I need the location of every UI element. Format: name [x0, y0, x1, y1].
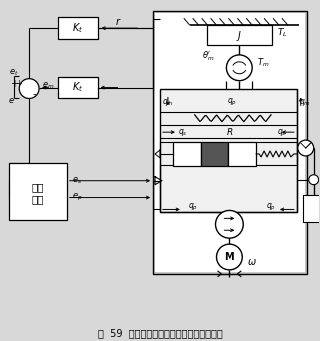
- Text: e: e: [9, 96, 14, 105]
- Bar: [58, 17, 98, 39]
- Text: $q_p$: $q_p$: [188, 202, 198, 213]
- Circle shape: [215, 210, 243, 238]
- Text: $K_t$: $K_t$: [72, 21, 83, 35]
- Bar: [201, 142, 228, 166]
- Bar: [58, 77, 98, 99]
- Circle shape: [217, 244, 242, 270]
- Text: -: -: [32, 90, 36, 100]
- Circle shape: [309, 175, 319, 185]
- Bar: [9, 163, 67, 220]
- Text: r: r: [116, 17, 119, 27]
- Bar: [303, 195, 320, 222]
- Bar: [153, 11, 307, 274]
- Circle shape: [298, 140, 314, 156]
- Text: $e_p$: $e_p$: [72, 192, 82, 203]
- Text: $q_m$: $q_m$: [299, 97, 311, 108]
- Bar: [155, 13, 305, 272]
- Text: +: +: [10, 79, 18, 89]
- Text: $T_L$: $T_L$: [277, 27, 288, 39]
- Text: $J$: $J$: [236, 29, 242, 43]
- Text: $q_p$: $q_p$: [266, 202, 276, 213]
- Bar: [228, 142, 256, 166]
- Text: 控制: 控制: [32, 183, 44, 193]
- Text: $q_m$: $q_m$: [162, 97, 174, 108]
- Text: $e_t$: $e_t$: [10, 68, 19, 78]
- Bar: [173, 142, 201, 166]
- Text: $K_t$: $K_t$: [72, 81, 83, 94]
- Text: 图  59  阀泵并联控制液压马达速度调节系统: 图 59 阀泵并联控制液压马达速度调节系统: [98, 328, 222, 338]
- Circle shape: [227, 55, 252, 81]
- Text: +: +: [15, 79, 22, 88]
- Text: $e_s$: $e_s$: [72, 176, 82, 186]
- Text: $q_s$: $q_s$: [277, 127, 287, 138]
- Text: $\omega$: $\omega$: [247, 257, 257, 267]
- Text: $\theta_m'$: $\theta_m'$: [202, 49, 214, 63]
- Text: $q_s$: $q_s$: [178, 127, 188, 138]
- Text: $T_m$: $T_m$: [257, 57, 269, 69]
- Text: $e_m$: $e_m$: [42, 80, 54, 91]
- Text: 电路: 电路: [32, 194, 44, 205]
- Bar: [160, 89, 297, 212]
- Text: $q_p$: $q_p$: [228, 97, 237, 108]
- Text: R: R: [226, 128, 233, 137]
- Text: M: M: [225, 252, 234, 262]
- Bar: [207, 25, 272, 45]
- Circle shape: [19, 79, 39, 99]
